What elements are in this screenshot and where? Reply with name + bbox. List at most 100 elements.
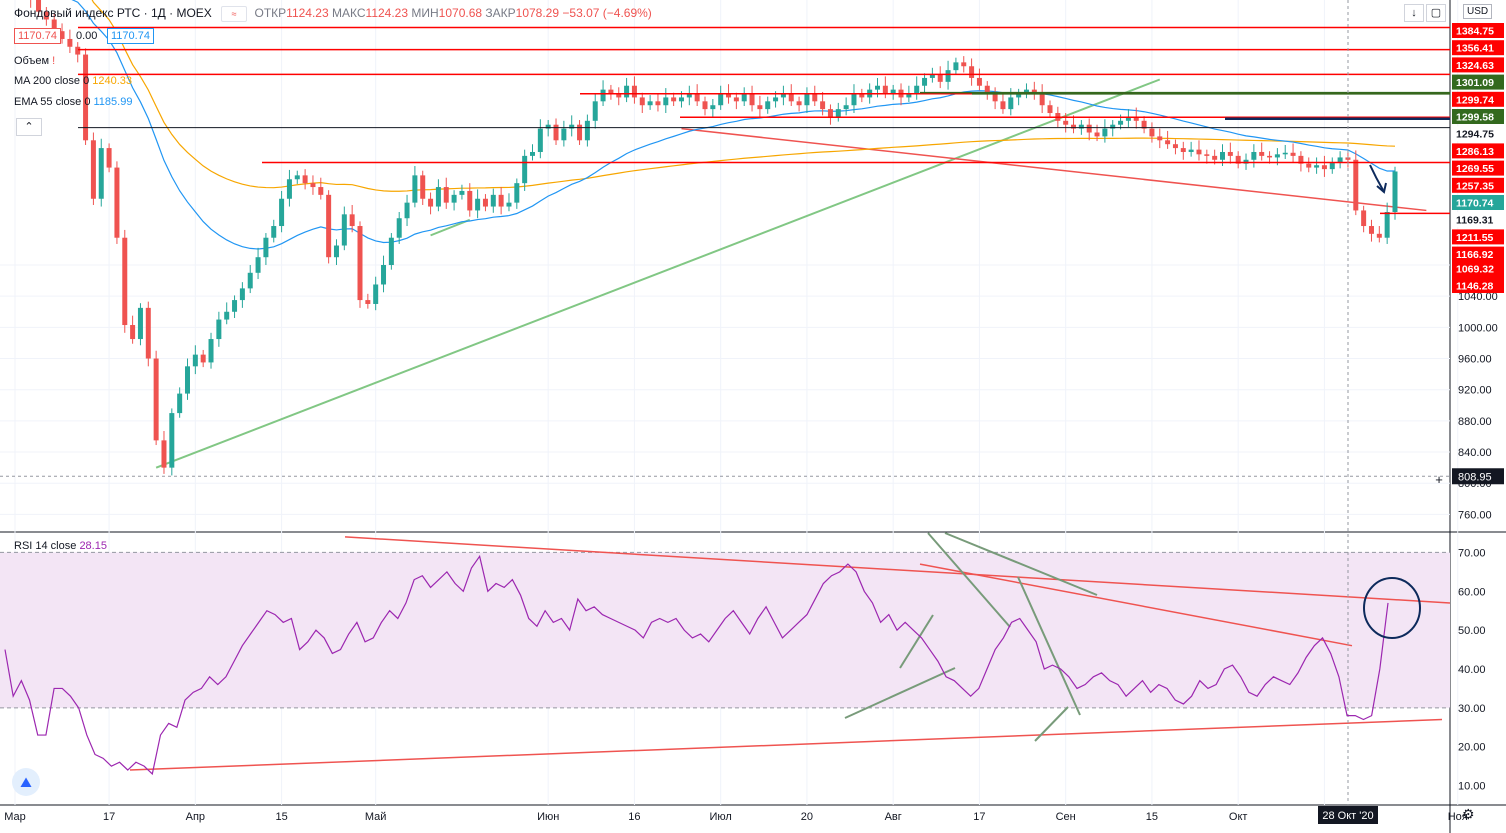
level-price-tag-text: 1299.58: [1456, 112, 1494, 124]
falling-trendline: [681, 127, 1427, 212]
rsi-value: 28.15: [79, 540, 107, 552]
candle-body: [780, 93, 786, 98]
symbol-title: Фондовый индекс РТС · 1Д · MOEX: [14, 6, 212, 20]
candle-body: [1008, 97, 1014, 110]
candle-body: [827, 109, 833, 117]
candle-body: [1047, 105, 1053, 114]
add-level-plus-icon[interactable]: +: [1435, 472, 1443, 487]
candle-body: [961, 62, 967, 67]
candle-body: [945, 70, 951, 82]
candle-body: [749, 93, 755, 106]
candle-body: [718, 93, 724, 106]
level-price-tag-text: 1170.74: [1456, 198, 1494, 210]
candle-body: [177, 393, 183, 414]
fullscreen-icon[interactable]: ▢: [1426, 4, 1446, 22]
candle-body: [1337, 157, 1343, 163]
candle-body: [726, 93, 732, 98]
ask-box[interactable]: 1170.74: [107, 28, 154, 44]
change-value: −53.07 (−4.69%): [562, 6, 652, 20]
candle-body: [1212, 155, 1218, 160]
candle-body: [435, 187, 441, 207]
volume-legend: Объем !: [14, 55, 55, 67]
time-tick-label: Мар: [4, 811, 26, 823]
tradingview-logo-icon[interactable]: ⛰: [12, 768, 40, 796]
candle-body: [318, 187, 324, 195]
level-price-tag: [1452, 278, 1504, 293]
crosshair-date-text: 28 Окт '20: [1322, 810, 1373, 822]
compare-icon[interactable]: ≈: [221, 6, 248, 22]
high-value: 1124.23: [365, 6, 409, 20]
ema55-legend: EMA 55 close 0 1185.99: [14, 96, 132, 108]
candle-body: [937, 74, 943, 82]
candle-body: [294, 175, 300, 180]
rsi-tick-label: 70.00: [1458, 547, 1486, 559]
rsi-line: [4, 554, 1389, 776]
candle-body: [192, 354, 198, 367]
level-price-tag-text: 1294.75: [1456, 129, 1494, 141]
crosshair-price-text: 808.95: [1458, 471, 1492, 483]
price-tick-label: 1040.00: [1458, 291, 1498, 303]
candle-body: [851, 93, 857, 106]
rsi-annotation-line: [1034, 706, 1069, 742]
currency-badge[interactable]: USD: [1463, 4, 1493, 19]
candle-body: [1251, 151, 1257, 160]
candle-body: [1267, 155, 1273, 158]
candle-body: [1039, 93, 1045, 106]
candle-body: [482, 198, 488, 207]
candle-body: [584, 120, 590, 141]
level-price-tag: [1452, 246, 1504, 262]
candle-body: [200, 354, 206, 363]
candle-body: [647, 101, 653, 106]
level-price-tag-text: 1166.92: [1456, 249, 1494, 261]
candle-body: [279, 198, 285, 227]
candle-body: [733, 97, 739, 102]
candle-body: [1259, 151, 1265, 156]
bid-box[interactable]: 1170.74: [14, 28, 61, 44]
candle-body: [75, 46, 81, 55]
candle-body: [36, 0, 42, 12]
level-price-tag-text: 1356.41: [1456, 43, 1494, 55]
candle-body: [1102, 128, 1108, 137]
candle-body: [796, 101, 802, 106]
rsi-tick-label: 30.00: [1458, 703, 1486, 715]
candle-body: [1368, 226, 1374, 234]
level-price-tag-text: 1169.31: [1456, 215, 1494, 227]
level-price-tag: [1452, 91, 1504, 107]
candle-body: [1274, 154, 1280, 158]
time-tick-label: Авг: [885, 811, 902, 823]
candle-body: [239, 288, 245, 301]
level-price-tag-text: 1257.35: [1456, 180, 1494, 192]
close-label: ЗАКР: [485, 6, 516, 20]
candle-body: [1016, 93, 1022, 98]
level-price-tag-text: 1301.09: [1456, 77, 1494, 89]
collapse-legend-button[interactable]: ⌃: [16, 118, 42, 136]
candle-body: [247, 272, 253, 289]
candle-body: [592, 101, 598, 121]
candle-body: [145, 307, 151, 359]
volume-label: Объем: [14, 55, 50, 67]
candle-body: [475, 198, 481, 211]
candle-body: [741, 93, 747, 102]
candle-body: [1321, 165, 1327, 170]
candle-body: [1329, 162, 1335, 170]
rsi-annotation-line: [1017, 576, 1081, 716]
candle-body: [969, 66, 975, 78]
candle-body: [1125, 116, 1131, 121]
settings-gear-icon[interactable]: ⚙: [1462, 806, 1475, 822]
candle-body: [804, 93, 810, 106]
high-label: МАКС: [332, 6, 366, 20]
candle-body: [1204, 154, 1210, 156]
candle-body: [686, 93, 692, 98]
candle-body: [420, 175, 426, 199]
candle-body: [1149, 128, 1155, 137]
candle-body: [83, 54, 89, 141]
candle-body: [498, 194, 504, 207]
level-price-tag-text: 1211.55: [1456, 232, 1494, 244]
download-icon[interactable]: ↓: [1404, 4, 1424, 22]
rsi-band: [0, 552, 1450, 708]
candle-body: [341, 214, 347, 246]
candle-body: [710, 105, 716, 110]
candle-body: [773, 97, 779, 102]
time-tick-label: 17: [103, 811, 115, 823]
